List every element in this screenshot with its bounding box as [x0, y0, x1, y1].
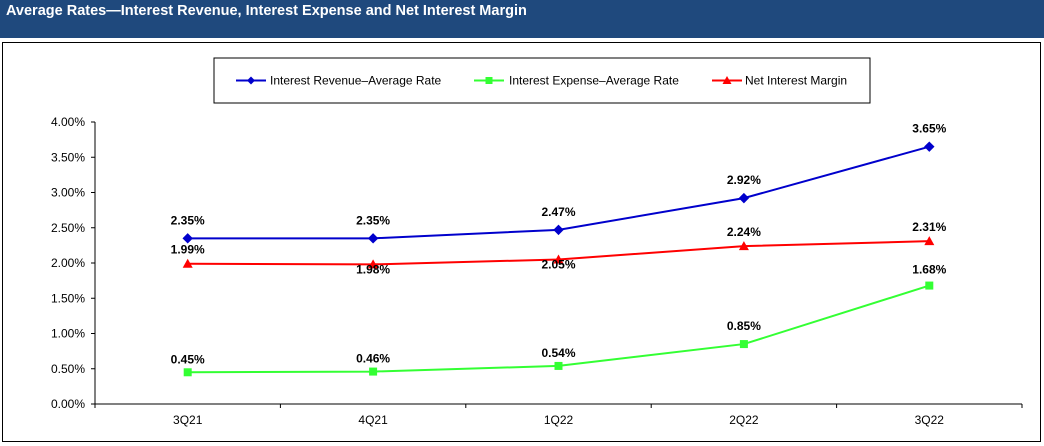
data-label: 1.99% [171, 243, 205, 257]
y-tick-label: 2.50% [51, 221, 85, 235]
data-label: 2.47% [541, 205, 575, 219]
data-point [924, 236, 935, 246]
x-tick-label: 3Q21 [173, 413, 203, 427]
data-label: 0.45% [171, 352, 205, 366]
data-point [738, 192, 750, 204]
data-label: 2.31% [912, 220, 946, 234]
legend-marker [247, 76, 255, 85]
legend-box [213, 57, 871, 104]
data-point [183, 368, 192, 377]
data-label: 0.46% [356, 352, 390, 366]
y-tick-label: 0.00% [51, 397, 85, 411]
data-point [182, 258, 193, 268]
data-label: 3.65% [912, 122, 946, 136]
y-tick-label: 3.00% [51, 186, 85, 200]
data-label: 2.92% [727, 173, 761, 187]
data-point [924, 141, 935, 152]
y-tick-label: 4.00% [51, 115, 85, 129]
data-point [925, 281, 934, 290]
data-point [553, 254, 564, 264]
data-point [739, 340, 748, 349]
x-tick-label: 4Q21 [358, 413, 388, 427]
data-label: 2.05% [541, 257, 575, 271]
data-point [738, 241, 749, 251]
y-tick-label: 1.00% [51, 327, 85, 341]
y-tick-label: 1.50% [51, 291, 85, 305]
data-point [368, 259, 379, 269]
data-label: 2.35% [171, 213, 205, 227]
legend-label: Interest Revenue–Average Rate [270, 74, 442, 88]
legend-marker [722, 76, 732, 84]
x-tick-label: 3Q22 [915, 413, 945, 427]
data-point [369, 367, 378, 376]
y-tick-label: 0.50% [51, 362, 85, 376]
data-point [554, 361, 563, 370]
x-tick-label: 1Q22 [544, 413, 574, 427]
legend-marker [485, 77, 493, 84]
data-point [182, 233, 193, 244]
data-point [553, 224, 564, 236]
title-bar: Average Rates—Interest Revenue, Interest… [0, 0, 1044, 38]
data-label: 0.85% [727, 319, 761, 333]
data-label: 0.54% [541, 346, 575, 360]
data-label: 2.24% [727, 225, 761, 239]
x-tick-label: 2Q22 [729, 413, 759, 427]
data-label: 1.68% [912, 263, 946, 277]
data-label: 1.98% [356, 262, 390, 276]
y-tick-label: 3.50% [51, 150, 85, 164]
page-title: Average Rates—Interest Revenue, Interest… [6, 3, 527, 19]
legend-label: Interest Expense–Average Rate [509, 74, 679, 88]
data-label: 2.35% [356, 213, 390, 227]
y-tick-label: 2.00% [51, 256, 85, 270]
data-point [367, 233, 379, 244]
legend-label: Net Interest Margin [745, 74, 847, 88]
series-line [187, 145, 930, 240]
